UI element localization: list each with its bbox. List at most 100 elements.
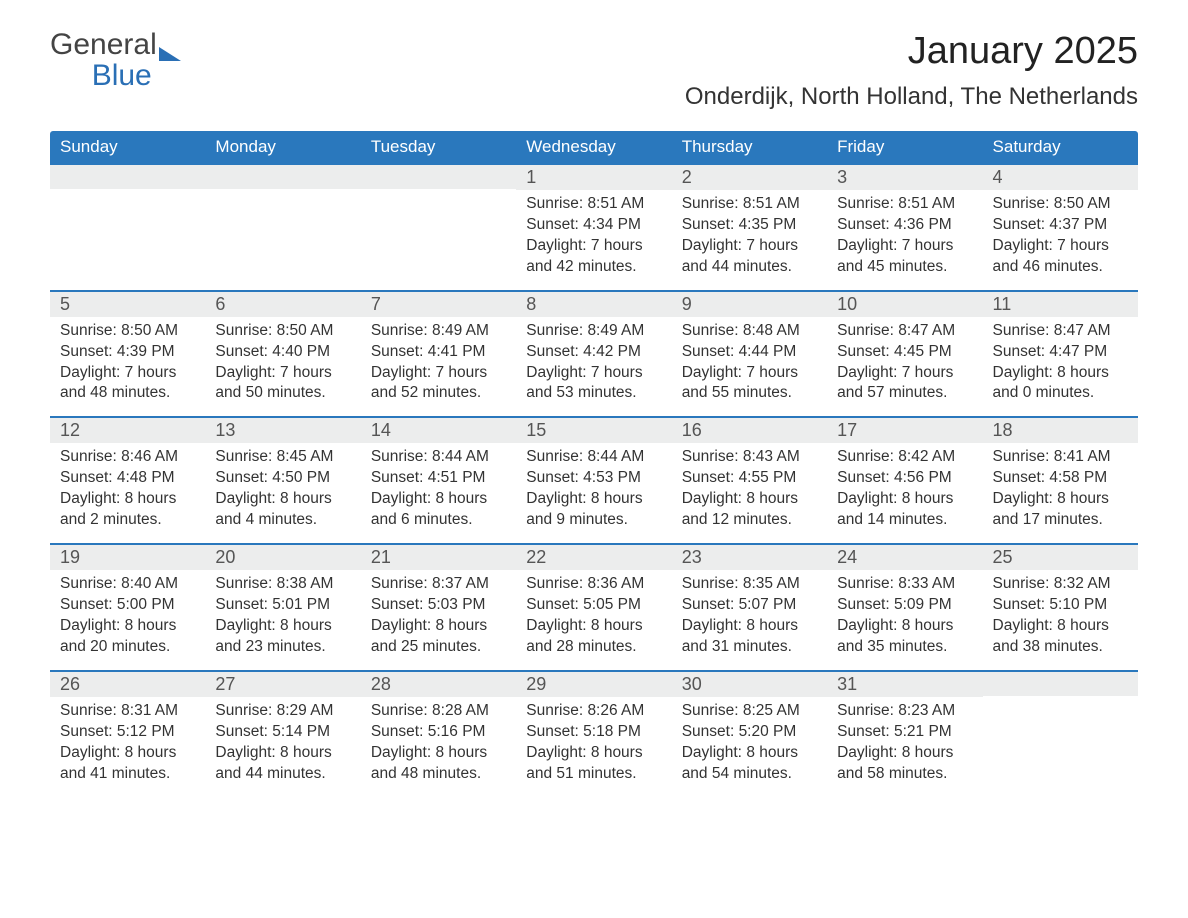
sunset-label: Sunset: (60, 723, 117, 740)
daylight-line: Daylight: 8 hours and 58 minutes. (837, 743, 978, 785)
day-body: Sunrise: 8:29 AMSunset: 5:14 PMDaylight:… (205, 701, 360, 785)
sunrise-label: Sunrise: (371, 702, 432, 719)
sunrise-line: Sunrise: 8:50 AM (993, 194, 1134, 215)
sunset-value: 5:14 PM (272, 723, 330, 740)
sunset-label: Sunset: (837, 723, 894, 740)
day-body: Sunrise: 8:25 AMSunset: 5:20 PMDaylight:… (672, 701, 827, 785)
sunrise-label: Sunrise: (682, 448, 743, 465)
sunrise-label: Sunrise: (682, 702, 743, 719)
sunrise-value: 8:31 AM (121, 702, 178, 719)
sunset-line: Sunset: 4:55 PM (682, 468, 823, 489)
sunset-line: Sunset: 5:21 PM (837, 722, 978, 743)
sunset-line: Sunset: 4:40 PM (215, 342, 356, 363)
sunrise-label: Sunrise: (60, 448, 121, 465)
sunset-label: Sunset: (60, 343, 117, 360)
sunrise-line: Sunrise: 8:44 AM (526, 447, 667, 468)
sunrise-value: 8:29 AM (277, 702, 334, 719)
daylight-label: Daylight: (215, 744, 280, 761)
sunrise-label: Sunrise: (837, 448, 898, 465)
sunrise-value: 8:51 AM (898, 195, 955, 212)
sunrise-label: Sunrise: (993, 448, 1054, 465)
sunrise-label: Sunrise: (682, 322, 743, 339)
sunset-label: Sunset: (837, 596, 894, 613)
weekday-header-row: SundayMondayTuesdayWednesdayThursdayFrid… (50, 131, 1138, 163)
weekday-header: Sunday (50, 131, 205, 163)
day-cell: 29Sunrise: 8:26 AMSunset: 5:18 PMDayligh… (516, 672, 671, 797)
day-number: 22 (516, 545, 671, 570)
sunset-label: Sunset: (993, 343, 1050, 360)
day-cell: 16Sunrise: 8:43 AMSunset: 4:55 PMDayligh… (672, 418, 827, 543)
sunset-line: Sunset: 4:39 PM (60, 342, 201, 363)
day-body: Sunrise: 8:33 AMSunset: 5:09 PMDaylight:… (827, 574, 982, 658)
daylight-line: Daylight: 8 hours and 9 minutes. (526, 489, 667, 531)
sunrise-value: 8:32 AM (1054, 575, 1111, 592)
daylight-line: Daylight: 7 hours and 42 minutes. (526, 236, 667, 278)
sunrise-label: Sunrise: (682, 195, 743, 212)
daylight-line: Daylight: 8 hours and 44 minutes. (215, 743, 356, 785)
daylight-label: Daylight: (993, 490, 1058, 507)
sunrise-line: Sunrise: 8:29 AM (215, 701, 356, 722)
day-body: Sunrise: 8:26 AMSunset: 5:18 PMDaylight:… (516, 701, 671, 785)
sunrise-line: Sunrise: 8:51 AM (526, 194, 667, 215)
sunrise-line: Sunrise: 8:44 AM (371, 447, 512, 468)
daylight-label: Daylight: (993, 237, 1058, 254)
day-number: 20 (205, 545, 360, 570)
sunset-value: 4:34 PM (583, 216, 641, 233)
sunset-line: Sunset: 5:09 PM (837, 595, 978, 616)
sunrise-line: Sunrise: 8:50 AM (60, 321, 201, 342)
week-row: 5Sunrise: 8:50 AMSunset: 4:39 PMDaylight… (50, 290, 1138, 417)
sunrise-line: Sunrise: 8:51 AM (682, 194, 823, 215)
day-number: 31 (827, 672, 982, 697)
day-cell: 14Sunrise: 8:44 AMSunset: 4:51 PMDayligh… (361, 418, 516, 543)
sunset-line: Sunset: 4:36 PM (837, 215, 978, 236)
day-cell: 24Sunrise: 8:33 AMSunset: 5:09 PMDayligh… (827, 545, 982, 670)
daylight-line: Daylight: 8 hours and 38 minutes. (993, 616, 1134, 658)
daylight-label: Daylight: (682, 364, 747, 381)
sunset-value: 4:53 PM (583, 469, 641, 486)
daylight-line: Daylight: 8 hours and 54 minutes. (682, 743, 823, 785)
sunrise-label: Sunrise: (371, 322, 432, 339)
sunset-value: 4:56 PM (894, 469, 952, 486)
daylight-line: Daylight: 8 hours and 2 minutes. (60, 489, 201, 531)
day-number: 14 (361, 418, 516, 443)
sunrise-label: Sunrise: (837, 322, 898, 339)
daylight-label: Daylight: (682, 237, 747, 254)
sunrise-label: Sunrise: (993, 195, 1054, 212)
sunrise-line: Sunrise: 8:35 AM (682, 574, 823, 595)
day-body: Sunrise: 8:50 AMSunset: 4:40 PMDaylight:… (205, 321, 360, 405)
day-body: Sunrise: 8:23 AMSunset: 5:21 PMDaylight:… (827, 701, 982, 785)
day-cell: 22Sunrise: 8:36 AMSunset: 5:05 PMDayligh… (516, 545, 671, 670)
sunrise-line: Sunrise: 8:28 AM (371, 701, 512, 722)
sunset-value: 4:35 PM (739, 216, 797, 233)
daylight-label: Daylight: (837, 744, 902, 761)
brand-logo: General Blue (50, 30, 181, 91)
location-subtitle: Onderdijk, North Holland, The Netherland… (685, 83, 1138, 111)
sunrise-label: Sunrise: (371, 575, 432, 592)
daylight-line: Daylight: 7 hours and 45 minutes. (837, 236, 978, 278)
sunset-label: Sunset: (215, 469, 272, 486)
daylight-label: Daylight: (371, 364, 436, 381)
day-number: 12 (50, 418, 205, 443)
daylight-label: Daylight: (837, 617, 902, 634)
sunrise-label: Sunrise: (215, 575, 276, 592)
sunrise-line: Sunrise: 8:41 AM (993, 447, 1134, 468)
day-cell: 7Sunrise: 8:49 AMSunset: 4:41 PMDaylight… (361, 292, 516, 417)
sunset-value: 4:45 PM (894, 343, 952, 360)
sunset-label: Sunset: (526, 216, 583, 233)
sunset-value: 4:41 PM (428, 343, 486, 360)
day-number: 28 (361, 672, 516, 697)
weekday-header: Wednesday (516, 131, 671, 163)
sunrise-line: Sunrise: 8:33 AM (837, 574, 978, 595)
sunrise-label: Sunrise: (837, 195, 898, 212)
day-cell: 13Sunrise: 8:45 AMSunset: 4:50 PMDayligh… (205, 418, 360, 543)
sunrise-label: Sunrise: (837, 702, 898, 719)
sunrise-value: 8:44 AM (587, 448, 644, 465)
sunrise-label: Sunrise: (526, 322, 587, 339)
sunrise-label: Sunrise: (215, 448, 276, 465)
daylight-label: Daylight: (526, 744, 591, 761)
sunset-line: Sunset: 4:37 PM (993, 215, 1134, 236)
daylight-line: Daylight: 8 hours and 14 minutes. (837, 489, 978, 531)
sunset-line: Sunset: 4:50 PM (215, 468, 356, 489)
day-body: Sunrise: 8:42 AMSunset: 4:56 PMDaylight:… (827, 447, 982, 531)
day-cell: 18Sunrise: 8:41 AMSunset: 4:58 PMDayligh… (983, 418, 1138, 543)
